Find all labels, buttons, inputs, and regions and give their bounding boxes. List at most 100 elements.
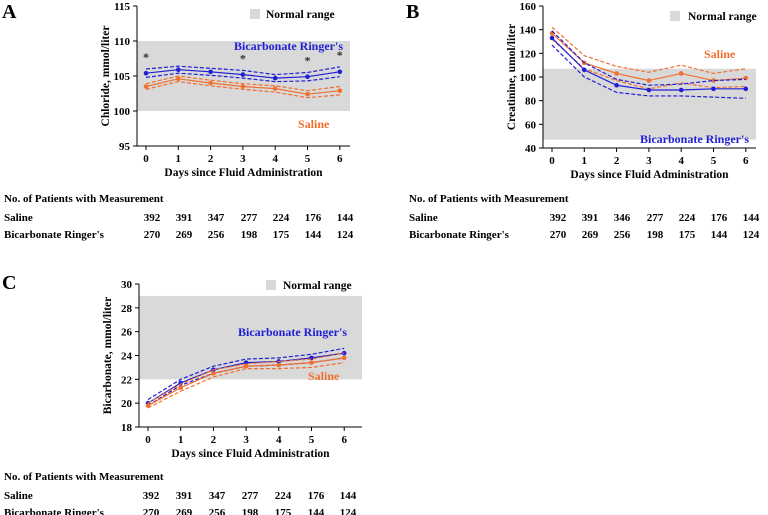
panel-a-bicarbonate-point: [337, 69, 343, 75]
panel-c-saline-label: Saline: [308, 369, 340, 383]
table-b-saline-count-cell: 144: [743, 212, 760, 224]
table-c-bicarbonate-row-label: Bicarbonate Ringer's: [4, 507, 105, 515]
table-c-bicarbonate-count-cell: 269: [176, 507, 193, 515]
table-a-saline-count-cell: 347: [208, 212, 225, 224]
table-c-bicarbonate-count-cell: 124: [340, 507, 357, 515]
table-c-bicarbonate-count-cell: 175: [275, 507, 292, 515]
panel-b-legend-label: Normal range: [688, 11, 757, 23]
table-c-saline-row-label: Saline: [4, 490, 33, 502]
panel-c-bicarbonate-label: Bicarbonate Ringer's: [238, 325, 347, 339]
panel-a-saline-point: [143, 84, 149, 89]
panel-a-bicarbonate-point: [272, 75, 278, 81]
panel-c-bicarbonate-upper-ci-line: [147, 347, 345, 401]
panel-c-x-tick-label: 2: [211, 434, 217, 446]
table-a-saline-row-label: Saline: [4, 212, 33, 224]
panel-c-saline-point: [276, 362, 282, 368]
table-a-saline-count-cell: 277: [241, 212, 258, 224]
panel-b-saline-point: [711, 78, 716, 83]
panel-b-saline-upper-ci-line: [551, 26, 746, 75]
panel-a-saline-upper-ci-line: [145, 75, 340, 92]
panel-c-saline-point: [211, 371, 216, 376]
panel-b-bicarbonate-point: [549, 35, 555, 41]
panel-c-chart: C 18 20 22 24 26 28 30 0 1 2 3 4 5 6 Bicarbonate, mmol…: [2, 272, 362, 460]
panel-b-y-tick-label: 120: [520, 48, 537, 60]
table-b: No. of Patients with Measurement Saline 39…: [409, 193, 760, 241]
panel-c-saline-lower-ci-line: [147, 362, 345, 409]
panel-a-saline-point: [305, 91, 310, 97]
panel-b-bicarbonate-point: [582, 67, 587, 73]
panel-b-x-tick-label: 3: [646, 155, 652, 167]
panel-b-y-tick-label: 60: [525, 119, 537, 131]
table-c-saline-count-cell: 224: [275, 490, 292, 502]
panel-b-x-tick-label: 2: [614, 155, 620, 167]
table-c-bicarbonate-count-cell: 256: [209, 507, 226, 515]
panel-c-legend-swatch: [266, 280, 276, 290]
table-a-saline-count-cell: 392: [144, 212, 161, 224]
panel-a-legend-swatch: [250, 9, 260, 19]
panel-b-bicarbonate-point: [646, 87, 652, 93]
panel-c-x-tick-label: 0: [145, 434, 151, 446]
table-a-title: No. of Patients with Measurement: [4, 193, 164, 205]
panel-a-bicarbonate-point: [305, 74, 310, 79]
panel-b-bicarbonate-lower-ci-line: [551, 44, 746, 99]
panel-b-x-tick-label: 0: [549, 155, 555, 167]
panel-a-significance-asterisk: *: [337, 48, 343, 62]
panel-b-y-tick-label: 80: [525, 96, 537, 108]
panel-a-saline-point: [176, 76, 181, 82]
panel-b-y-tick-label: 140: [520, 25, 537, 37]
table-a: No. of Patients with Measurement Saline 39…: [4, 193, 354, 241]
panel-a-saline-point: [337, 88, 343, 93]
table-a-saline-count-cell: 144: [337, 212, 354, 224]
table-c-bicarbonate-count-cell: 270: [143, 507, 160, 515]
table-a-bicarbonate-count-cell: 270: [144, 229, 161, 241]
panel-c-x-tick-label: 1: [178, 434, 184, 446]
panel-c-saline-upper-ci-line: [147, 352, 345, 404]
panel-c-saline-point: [341, 355, 347, 361]
panel-c-legend-label: Normal range: [283, 280, 352, 292]
panel-a-letter: A: [2, 1, 17, 23]
panel-a-x-tick-label: 4: [272, 153, 278, 165]
panel-c-saline-point: [243, 363, 249, 369]
table-b-saline-count-cell: 224: [679, 212, 696, 224]
table-a-bicarbonate-count-cell: 144: [305, 229, 322, 241]
table-c-saline-count-cell: 392: [143, 490, 160, 502]
panel-a-bicarbonate-point: [208, 69, 213, 75]
panel-a-bicarbonate-label: Bicarbonate Ringer's: [234, 39, 343, 53]
panel-a-x-axis-label: Days since Fluid Administration: [164, 167, 323, 179]
table-c-saline-count-cell: 176: [308, 490, 325, 502]
table-b-saline-row-label: Saline: [409, 212, 438, 224]
panel-c-y-tick-label: 30: [121, 279, 133, 291]
panel-c-y-tick-label: 26: [121, 327, 133, 339]
panel-a-saline-point: [272, 86, 278, 91]
panel-a-saline-point: [240, 84, 246, 89]
table-b-saline-count-cell: 391: [582, 212, 599, 224]
table-b-saline-count-cell: 392: [550, 212, 567, 224]
panel-b-saline-point: [614, 71, 619, 76]
panel-a-bicarbonate-point: [143, 70, 149, 76]
panel-a-bicarbonate-upper-ci-line: [145, 65, 340, 76]
table-a-saline-count-cell: 391: [176, 212, 193, 224]
table-b-saline-count-cell: 277: [647, 212, 664, 224]
table-a-saline-count-cell: 224: [273, 212, 290, 224]
panel-c-saline-point: [145, 403, 151, 408]
panel-a-significance-asterisk: *: [143, 50, 149, 64]
panel-b-bicarbonate-point: [678, 87, 684, 93]
panel-a-x-tick-label: 1: [176, 153, 182, 165]
panel-c-saline-point: [178, 385, 183, 390]
panel-b-bicarbonate-point: [743, 86, 749, 92]
table-a-bicarbonate-count-cell: 175: [273, 229, 290, 241]
panel-a-y-tick-label: 115: [114, 1, 130, 13]
panel-b-y-tick-label: 100: [520, 72, 537, 84]
panel-c-y-tick-label: 24: [121, 351, 133, 363]
panel-c-y-axis-label: Bicarbonate, mmol/liter: [102, 297, 114, 415]
panel-b-y-axis-label: Creatinine, umol/liter: [506, 24, 518, 130]
panel-b-y-tick-label: 40: [525, 143, 537, 155]
table-b-bicarbonate-count-cell: 269: [582, 229, 599, 241]
panel-c-y-tick-label: 22: [121, 374, 133, 386]
panel-a-x-tick-label: 3: [240, 153, 246, 165]
panel-a-y-tick-label: 105: [114, 71, 131, 83]
table-c-saline-count-cell: 277: [242, 490, 259, 502]
panel-a-bicarbonate-point: [176, 67, 181, 72]
panel-c-x-tick-label: 3: [243, 434, 249, 446]
